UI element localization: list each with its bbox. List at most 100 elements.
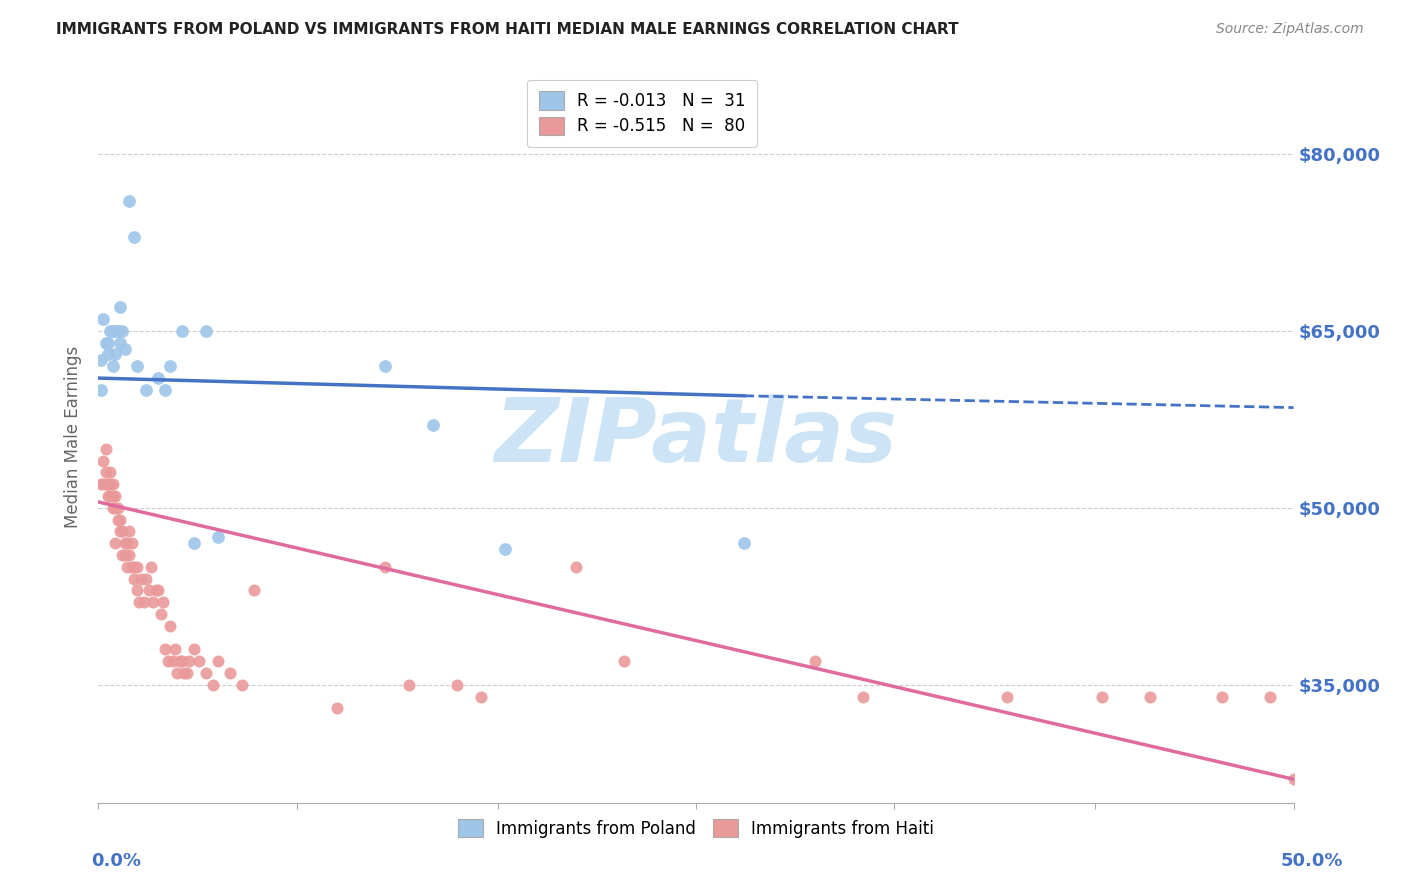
Point (172, 324, 194, 338)
Text: Source: ZipAtlas.com: Source: ZipAtlas.com (1216, 22, 1364, 37)
Point (125, 559, 148, 574)
Point (107, 513, 129, 527)
Point (494, 542, 516, 557)
Y-axis label: Median Male Earnings: Median Male Earnings (65, 346, 83, 528)
Point (101, 477, 124, 491)
Point (104, 500, 127, 515)
Point (111, 524, 134, 539)
Point (108, 513, 131, 527)
Point (207, 530, 229, 544)
Point (804, 654, 827, 668)
Point (159, 359, 181, 374)
Point (1258, 690, 1281, 704)
Point (97, 335, 120, 350)
Point (97, 489, 120, 503)
Point (326, 701, 349, 715)
Point (1091, 690, 1114, 704)
Text: 50.0%: 50.0% (1281, 852, 1343, 870)
Point (398, 678, 420, 692)
Point (207, 654, 229, 668)
Point (202, 678, 225, 692)
Point (111, 548, 134, 562)
Point (132, 595, 155, 609)
Point (107, 500, 129, 515)
Point (166, 666, 188, 681)
Point (90, 353, 112, 368)
Point (121, 536, 143, 550)
Point (169, 654, 191, 668)
Point (114, 342, 136, 356)
Point (104, 536, 127, 550)
Point (231, 678, 253, 692)
Point (98, 477, 122, 491)
Point (565, 559, 588, 574)
Point (195, 324, 218, 338)
Point (995, 690, 1018, 704)
Point (98, 489, 122, 503)
Text: 0.0%: 0.0% (91, 852, 142, 870)
Point (97, 477, 120, 491)
Point (446, 678, 468, 692)
Point (90, 383, 112, 397)
Point (101, 500, 124, 515)
Point (115, 559, 138, 574)
Point (94, 442, 117, 456)
Point (104, 324, 127, 338)
Point (148, 583, 170, 598)
Point (470, 690, 492, 704)
Point (733, 536, 755, 550)
Point (97, 347, 120, 361)
Point (108, 524, 131, 539)
Point (148, 371, 170, 385)
Point (94, 335, 117, 350)
Point (422, 418, 444, 433)
Point (152, 595, 174, 609)
Point (121, 559, 143, 574)
Text: ZIPatlas: ZIPatlas (495, 393, 897, 481)
Point (118, 194, 141, 208)
Point (155, 383, 177, 397)
Point (131, 572, 153, 586)
Point (163, 642, 186, 657)
Point (156, 654, 179, 668)
Point (94, 466, 117, 480)
Point (91, 312, 114, 326)
Point (243, 583, 266, 598)
Point (124, 229, 146, 244)
Point (125, 583, 148, 598)
Point (195, 666, 218, 681)
Point (138, 583, 160, 598)
Point (111, 324, 134, 338)
Point (187, 654, 209, 668)
Point (162, 654, 184, 668)
Point (613, 654, 636, 668)
Point (139, 559, 162, 574)
Point (114, 548, 136, 562)
Point (125, 359, 148, 374)
Point (91, 477, 114, 491)
Point (98, 466, 122, 480)
Point (114, 536, 136, 550)
Point (108, 335, 131, 350)
Point (1282, 772, 1305, 787)
Point (90, 477, 112, 491)
Point (1211, 690, 1233, 704)
Point (124, 559, 146, 574)
Point (108, 301, 131, 315)
Point (176, 666, 198, 681)
Point (142, 595, 165, 609)
Point (101, 324, 124, 338)
Point (128, 595, 150, 609)
Legend: Immigrants from Poland, Immigrants from Haiti: Immigrants from Poland, Immigrants from … (446, 807, 946, 849)
Point (149, 607, 172, 621)
Point (104, 347, 127, 361)
Point (104, 489, 127, 503)
Point (852, 690, 875, 704)
Point (155, 642, 177, 657)
Point (183, 536, 205, 550)
Point (98, 324, 122, 338)
Point (118, 524, 141, 539)
Point (115, 536, 138, 550)
Point (173, 666, 195, 681)
Point (145, 583, 167, 598)
